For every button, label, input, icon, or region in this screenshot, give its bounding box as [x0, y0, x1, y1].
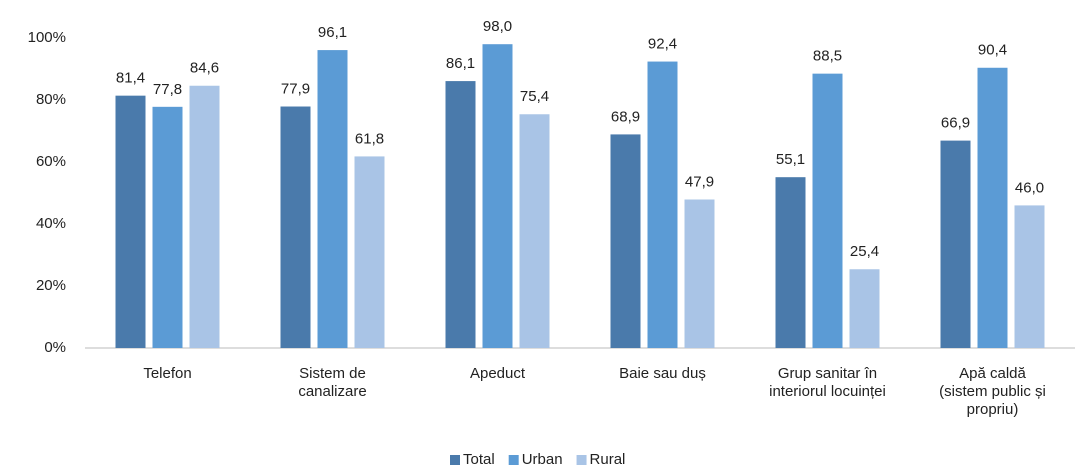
bar — [189, 85, 220, 349]
data-label: 92,4 — [648, 36, 677, 53]
data-label: 98,0 — [483, 18, 512, 35]
data-label: 77,9 — [281, 80, 310, 97]
legend-label: Total — [463, 451, 495, 468]
bar — [152, 106, 183, 348]
y-tick-label: 100% — [28, 29, 66, 46]
x-tick-label: Apeduct — [470, 365, 526, 382]
y-tick-label: 0% — [44, 339, 66, 356]
bar — [812, 73, 843, 349]
bar — [610, 134, 641, 348]
data-label: 68,9 — [611, 108, 640, 125]
bar — [482, 44, 513, 348]
data-label: 66,9 — [941, 115, 970, 132]
data-label: 84,6 — [190, 60, 219, 77]
bar — [354, 156, 385, 348]
bar — [317, 50, 348, 349]
x-tick-label: Apă caldă (sistem public și propriu) — [939, 365, 1046, 418]
data-label: 96,1 — [318, 24, 347, 41]
legend-swatch — [576, 455, 587, 465]
data-label: 61,8 — [355, 130, 384, 147]
y-tick-label: 60% — [36, 153, 66, 170]
data-label: 46,0 — [1015, 179, 1044, 196]
legend-label: Rural — [590, 451, 626, 468]
data-label: 77,8 — [153, 81, 182, 98]
y-tick-label: 80% — [36, 91, 66, 108]
bar — [445, 81, 476, 348]
x-tick-label: Grup sanitar în interiorul locuinței — [769, 365, 886, 400]
data-label: 47,9 — [685, 173, 714, 190]
data-label: 55,1 — [776, 151, 805, 168]
bar — [977, 67, 1008, 348]
data-label: 88,5 — [813, 48, 842, 65]
bar — [940, 140, 971, 348]
x-tick-label: Sistem de canalizare — [298, 365, 366, 400]
legend-swatch — [450, 455, 460, 465]
x-tick-label: Telefon — [143, 365, 191, 382]
bar — [519, 114, 550, 348]
data-label: 25,4 — [850, 243, 879, 260]
bar — [647, 61, 678, 349]
x-tick-label: Baie sau duș — [619, 365, 706, 382]
y-tick-label: 20% — [36, 277, 66, 294]
data-label: 81,4 — [116, 70, 145, 87]
legend-swatch — [508, 455, 519, 465]
bar — [115, 95, 146, 348]
data-label: 75,4 — [520, 88, 549, 105]
data-label: 90,4 — [978, 42, 1007, 59]
bar — [849, 269, 880, 348]
bar — [775, 177, 806, 348]
y-tick-label: 40% — [36, 215, 66, 232]
bar — [684, 199, 715, 348]
legend-label: Urban — [522, 451, 563, 468]
bar — [1014, 205, 1045, 348]
bar — [280, 106, 311, 348]
data-label: 86,1 — [446, 55, 475, 72]
